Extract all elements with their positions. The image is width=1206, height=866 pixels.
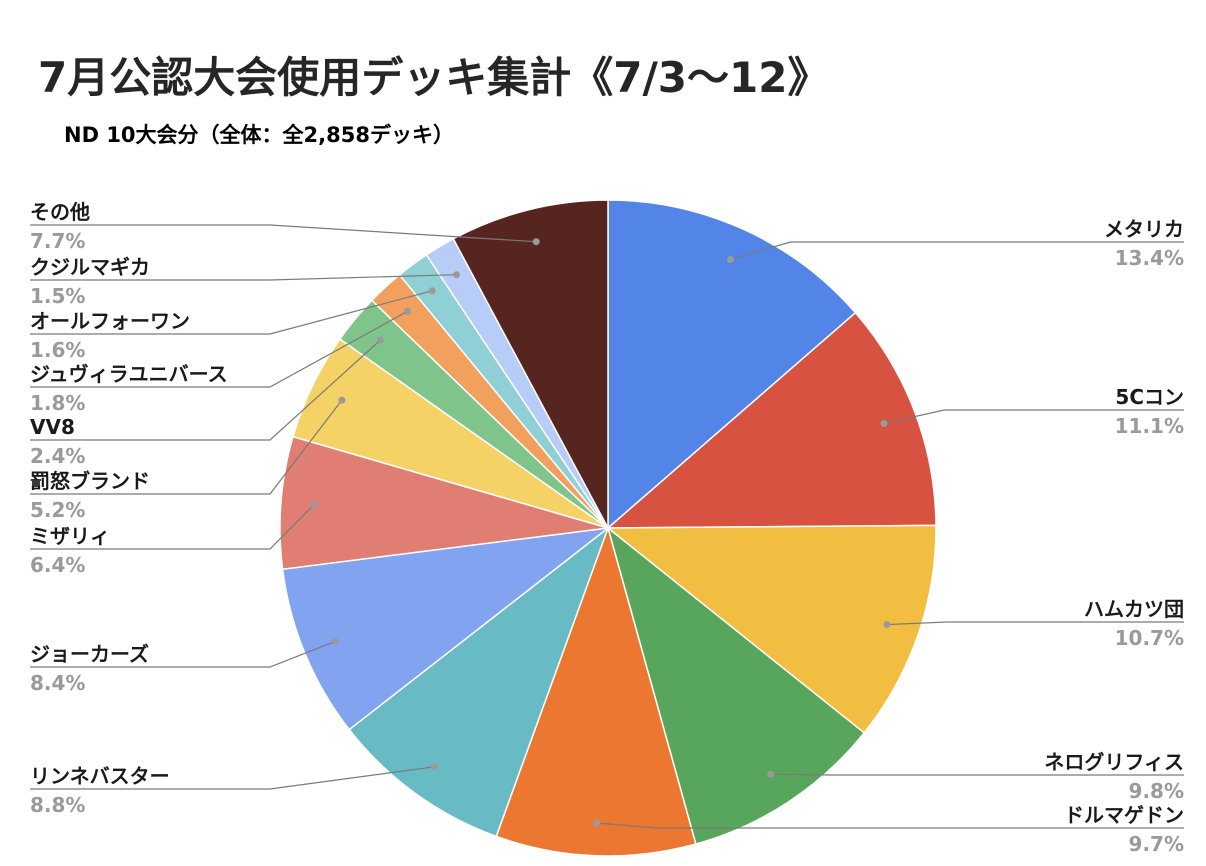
slice-value-label-8: 6.4% bbox=[30, 553, 85, 577]
slice-value-label-9: 5.2% bbox=[30, 498, 85, 522]
pie-slice-8 bbox=[279, 435, 609, 571]
slice-labels: メタリカ 13.4% 5Cコン 11.1% ハムカツ団 10.7% ネログリフィス 9.8%ド… bbox=[30, 200, 1184, 856]
slice-value-label-6: 8.8% bbox=[30, 793, 85, 817]
slice-label-1: メタリカ bbox=[1104, 217, 1184, 241]
pie-slice-5 bbox=[495, 525, 697, 857]
leader-dot-2 bbox=[880, 420, 888, 427]
leader-line-2 bbox=[883, 409, 1184, 425]
leader-line-1 bbox=[730, 241, 1184, 260]
slice-value-label-13: 1.5% bbox=[30, 284, 85, 308]
slice-label-10: VV8 bbox=[30, 415, 75, 439]
leader-line-6 bbox=[30, 766, 435, 790]
leader-line-3 bbox=[886, 621, 1184, 626]
slice-value-label-10: 2.4% bbox=[30, 444, 85, 468]
leader-line-9 bbox=[30, 399, 343, 495]
leader-line-12 bbox=[30, 290, 433, 335]
leader-line-14 bbox=[30, 224, 537, 243]
leader-lines bbox=[30, 224, 1184, 829]
chart-subtitle: ND 10大会分（全体：全2,858デッキ） bbox=[64, 123, 454, 147]
slice-value-label-1: 13.4% bbox=[1115, 246, 1184, 270]
leader-dot-14 bbox=[532, 238, 540, 246]
leader-dot-11 bbox=[404, 307, 412, 315]
slice-label-5: ドルマゲドン bbox=[1064, 803, 1184, 827]
slice-value-label-7: 8.4% bbox=[30, 671, 85, 695]
pie-slice-1 bbox=[607, 199, 857, 530]
leader-dot-4 bbox=[767, 770, 775, 778]
slice-label-6: リンネバスター bbox=[30, 764, 170, 788]
slice-label-12: オールフォーワン bbox=[30, 309, 190, 333]
leader-dot-5 bbox=[593, 819, 601, 827]
pie-slice-2 bbox=[605, 311, 937, 529]
leader-line-7 bbox=[30, 640, 336, 668]
leader-dot-6 bbox=[431, 763, 438, 771]
pie-slice-6 bbox=[348, 525, 610, 838]
leader-line-4 bbox=[770, 773, 1184, 776]
slice-label-3: ハムカツ団 bbox=[1084, 597, 1184, 621]
leader-line-13 bbox=[30, 274, 457, 281]
slice-value-label-5: 9.7% bbox=[1129, 832, 1184, 856]
leader-dot-7 bbox=[331, 637, 339, 645]
pie-slice-14 bbox=[452, 199, 609, 529]
slice-value-label-14: 7.7% bbox=[30, 229, 85, 253]
leader-line-11 bbox=[30, 310, 408, 388]
slice-label-2: 5Cコン bbox=[1115, 385, 1184, 409]
leader-dot-1 bbox=[726, 255, 734, 263]
leader-line-10 bbox=[30, 339, 381, 441]
leader-dot-8 bbox=[310, 501, 318, 509]
slice-label-4: ネログリフィス bbox=[1044, 750, 1184, 774]
slice-value-label-4: 9.8% bbox=[1129, 779, 1184, 803]
pie-slice-7 bbox=[281, 526, 611, 731]
slice-value-label-2: 11.1% bbox=[1115, 414, 1184, 438]
slice-label-8: ミザリィ bbox=[30, 524, 110, 548]
leader-dot-12 bbox=[428, 287, 436, 295]
leader-dot-13 bbox=[453, 271, 460, 279]
chart-title: 7月公認大会使用デッキ集計《7/3〜12》 bbox=[38, 53, 829, 102]
slice-label-13: クジルマギカ bbox=[30, 255, 150, 279]
pie-slice-4 bbox=[606, 525, 866, 845]
leader-dot-10 bbox=[376, 336, 384, 344]
slice-value-label-12: 1.6% bbox=[30, 338, 85, 362]
slice-label-14: その他 bbox=[30, 200, 90, 224]
slice-value-label-3: 10.7% bbox=[1115, 626, 1184, 650]
slice-label-11: ジュヴィラユニバース bbox=[30, 362, 228, 386]
leader-line-5 bbox=[596, 822, 1184, 829]
slice-value-label-11: 1.8% bbox=[30, 391, 85, 415]
slice-label-9: 罰怒ブランド bbox=[30, 469, 150, 493]
leader-line-8 bbox=[30, 504, 315, 550]
leader-dot-3 bbox=[883, 621, 891, 629]
pie-slices bbox=[279, 199, 937, 857]
leader-dot-9 bbox=[338, 396, 346, 404]
slice-label-7: ジョーカーズ bbox=[30, 642, 149, 666]
pie-slice-3 bbox=[605, 524, 937, 734]
